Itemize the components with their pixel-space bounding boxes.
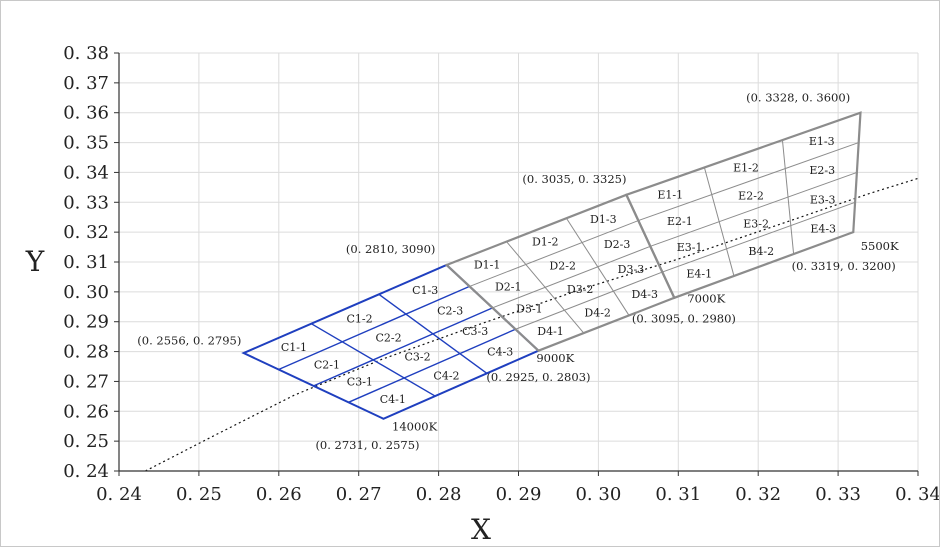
bin-divider bbox=[662, 201, 856, 273]
x-axis-title: X bbox=[471, 513, 491, 546]
bin-label: C3-1 bbox=[347, 376, 373, 389]
planckian-locus bbox=[145, 177, 919, 472]
point-annotation: (0. 3319, 0. 3200) bbox=[792, 259, 896, 273]
bin-label: E3-3 bbox=[810, 193, 836, 206]
planckian-curve bbox=[145, 177, 919, 472]
x-tick-label: 0. 34 bbox=[895, 484, 939, 505]
bin-label: D3-1 bbox=[516, 303, 543, 316]
point-annotation: (0. 2556, 0. 2795) bbox=[137, 334, 241, 348]
bin-label: D1-1 bbox=[474, 258, 501, 271]
bin-label: C4-2 bbox=[433, 369, 459, 382]
y-tick-label: 0. 29 bbox=[63, 312, 109, 333]
point-annotation: (0. 3035, 0. 3325) bbox=[522, 172, 626, 186]
bin-label: C2-2 bbox=[375, 331, 401, 344]
bin-label: C2-3 bbox=[437, 305, 463, 318]
point-annotation: 7000K bbox=[687, 291, 725, 305]
bin-label: C1-2 bbox=[347, 312, 373, 325]
y-tick-label: 0. 26 bbox=[63, 401, 109, 422]
bin-label: E2-1 bbox=[667, 215, 693, 228]
y-tick-label: 0. 37 bbox=[63, 73, 109, 94]
bin-label: D4-3 bbox=[631, 288, 658, 301]
bin-divider bbox=[492, 245, 651, 309]
x-tick-label: 0. 30 bbox=[575, 484, 621, 505]
y-axis-title: Y bbox=[25, 245, 45, 278]
bin-label: D3-2 bbox=[567, 283, 594, 296]
bin-divider bbox=[278, 285, 470, 371]
bin-label: E1-3 bbox=[809, 135, 835, 148]
x-tick-label: 0. 33 bbox=[815, 484, 861, 505]
y-tick-label: 0. 24 bbox=[63, 461, 109, 482]
bin-label: C1-3 bbox=[412, 284, 438, 297]
y-tick-label: 0. 35 bbox=[63, 133, 109, 154]
bin-label: C2-1 bbox=[314, 358, 340, 371]
region-outline bbox=[624, 111, 862, 300]
bin-divider bbox=[650, 171, 858, 247]
point-annotation: (0. 2925, 0. 2803) bbox=[486, 370, 590, 384]
point-annotation: 14000K bbox=[392, 419, 438, 433]
axes: 0. 24 0. 25 0. 26 0. 27 0. 28 0. 29 0. 30 0. 31… bbox=[63, 43, 940, 505]
bin-label: D2-2 bbox=[549, 259, 576, 272]
bin-divider bbox=[515, 271, 663, 330]
bin-divider bbox=[348, 328, 516, 403]
bin-regions bbox=[241, 111, 862, 420]
bin-label: E1-1 bbox=[657, 188, 683, 201]
bin-label: E3-1 bbox=[677, 241, 703, 254]
bin-label: E2-2 bbox=[738, 189, 764, 202]
grid-lines bbox=[119, 52, 919, 471]
y-tick-label: 0. 34 bbox=[63, 162, 109, 183]
bin-label: E1-2 bbox=[733, 162, 759, 175]
bin-label: E4-3 bbox=[810, 223, 836, 236]
x-tick-label: 0. 29 bbox=[496, 484, 542, 505]
bin-label: D2-1 bbox=[495, 281, 522, 294]
bin-label: E2-3 bbox=[809, 164, 835, 177]
region-E bbox=[624, 111, 862, 300]
bin-divider bbox=[313, 307, 493, 387]
bin-label: C3-2 bbox=[404, 350, 430, 363]
x-tick-label: 0. 31 bbox=[655, 484, 701, 505]
x-tick-label: 0. 25 bbox=[176, 484, 222, 505]
point-annotation: (0. 2810, 3090) bbox=[346, 242, 435, 256]
y-tick-label: 0. 27 bbox=[63, 371, 109, 392]
bin-label: C4-1 bbox=[380, 393, 406, 406]
y-tick-label: 0. 36 bbox=[63, 103, 109, 124]
y-tick-label: 0. 33 bbox=[63, 192, 109, 213]
y-tick-label: 0. 28 bbox=[63, 342, 109, 363]
bin-label: C3-3 bbox=[462, 325, 488, 338]
y-tick-label: 0. 25 bbox=[63, 431, 109, 452]
bin-divider bbox=[638, 142, 859, 222]
point-annotation: (0. 3328, 0. 3600) bbox=[746, 91, 850, 105]
x-tick-label: 0. 32 bbox=[735, 484, 781, 505]
bin-label: C4-3 bbox=[487, 346, 513, 359]
bin-divider bbox=[469, 220, 639, 287]
point-annotation: 9000K bbox=[536, 351, 574, 365]
bin-label: E4-1 bbox=[686, 268, 712, 281]
point-annotation: 5500K bbox=[861, 239, 899, 253]
cell-labels: C1-1 C1-2 C1-3 C2-1 C2-2 C2-3 C3-1 C3-2 C3-3 C4-1… bbox=[281, 135, 836, 406]
y-tick-label: 0. 32 bbox=[63, 222, 109, 243]
bin-label: D4-2 bbox=[584, 306, 611, 319]
x-tick-label: 0. 27 bbox=[336, 484, 382, 505]
point-annotation: (0. 3095, 0. 2980) bbox=[632, 311, 736, 325]
point-annotation: (0. 2731, 0. 2575) bbox=[315, 438, 419, 452]
x-tick-label: 0. 28 bbox=[416, 484, 462, 505]
corner-annotations: (0. 2556, 0. 2795) (0. 2810, 3090) (0. 303… bbox=[137, 91, 899, 452]
y-tick-label: 0. 31 bbox=[63, 252, 109, 273]
bin-label: D4-1 bbox=[537, 325, 564, 338]
bin-label: B4-2 bbox=[748, 245, 774, 258]
bin-label: D1-2 bbox=[532, 236, 559, 249]
bin-label: E3-2 bbox=[743, 217, 769, 230]
bin-label: D1-3 bbox=[590, 213, 617, 226]
y-tick-label: 0. 38 bbox=[63, 43, 109, 64]
y-tick-label: 0. 30 bbox=[63, 282, 109, 303]
bin-label: D3-3 bbox=[618, 263, 645, 276]
x-tick-label: 0. 24 bbox=[96, 484, 142, 505]
bin-label: D2-3 bbox=[604, 238, 631, 251]
x-tick-label: 0. 26 bbox=[256, 484, 302, 505]
bin-label: C1-1 bbox=[281, 341, 307, 354]
